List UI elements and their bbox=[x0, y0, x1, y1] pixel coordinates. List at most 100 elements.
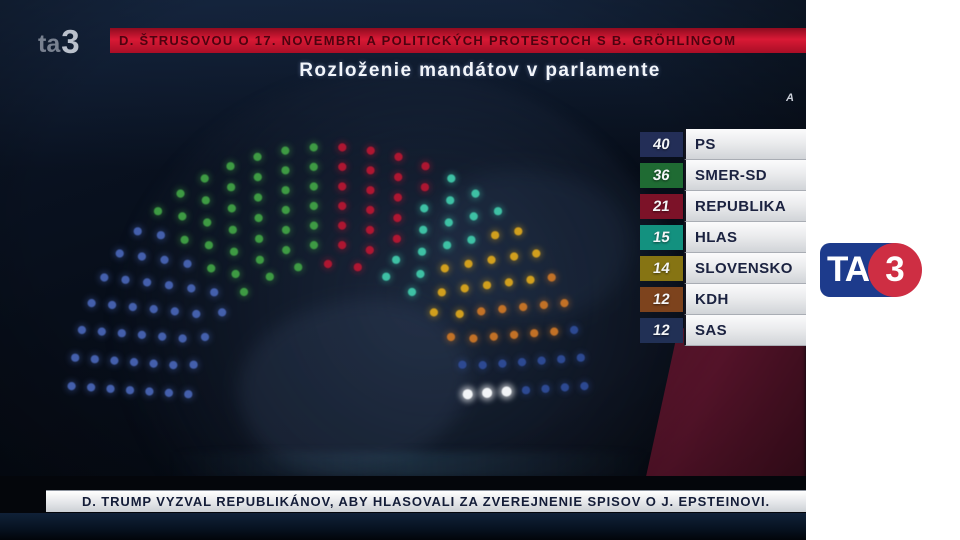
seat-dot bbox=[210, 288, 219, 297]
legend-row: 36 SMER-SD bbox=[640, 160, 806, 191]
seat-dot bbox=[519, 302, 528, 312]
seat-dot bbox=[294, 263, 303, 272]
news-ticker: D. TRUMP VYZVAL REPUBLIKÁNOV, ABY HLASOV… bbox=[46, 490, 806, 512]
seat-dot bbox=[539, 300, 549, 310]
legend-party-name: SAS bbox=[684, 315, 806, 346]
seat-dot bbox=[446, 196, 455, 205]
seat-dot bbox=[407, 287, 417, 297]
seat-dot bbox=[338, 221, 347, 230]
seat-dot bbox=[447, 174, 456, 183]
seat-dot bbox=[338, 143, 347, 152]
watermark-3-text: 3 bbox=[61, 22, 80, 60]
seat-dot bbox=[143, 278, 152, 287]
seat-dot bbox=[281, 146, 290, 155]
legend-row: 14 SLOVENSKO bbox=[640, 253, 806, 284]
seat-dot bbox=[365, 225, 375, 235]
seat-dot bbox=[557, 355, 566, 364]
seat-dot bbox=[309, 143, 318, 152]
seat-dot bbox=[458, 360, 467, 369]
seat-dot bbox=[187, 284, 196, 293]
seat-dot bbox=[482, 281, 492, 290]
seat-dot bbox=[521, 386, 531, 395]
tv-frame: ta 3 D. ŠTRUSOVOU O 17. NOVEMBRI A POLIT… bbox=[0, 0, 806, 540]
seat-dot bbox=[281, 225, 291, 235]
legend-seat-count: 40 bbox=[640, 132, 683, 157]
seat-dot bbox=[231, 269, 240, 279]
seat-dot bbox=[108, 300, 117, 310]
seat-dot bbox=[226, 162, 235, 171]
seat-dot bbox=[106, 384, 115, 393]
seat-dot bbox=[281, 166, 290, 175]
seat-dot bbox=[117, 329, 126, 338]
seat-dot bbox=[204, 241, 213, 250]
seat-dot bbox=[125, 386, 135, 395]
seat-dot bbox=[160, 255, 169, 264]
seat-dot bbox=[169, 361, 178, 370]
seat-dot bbox=[419, 225, 428, 234]
channel-watermark: ta 3 bbox=[38, 21, 80, 57]
seat-dot bbox=[509, 330, 519, 339]
seat-dot bbox=[178, 212, 187, 221]
seat-dot bbox=[464, 259, 473, 268]
seat-dot bbox=[482, 387, 493, 398]
seat-dot bbox=[393, 193, 402, 202]
seat-dot bbox=[469, 334, 478, 343]
legend-row: 15 HLAS bbox=[640, 222, 806, 253]
seat-dot bbox=[110, 356, 119, 365]
legend-party-name: PS bbox=[684, 129, 806, 160]
seat-dot bbox=[530, 329, 539, 338]
seat-dot bbox=[455, 309, 464, 319]
seat-dot bbox=[183, 259, 192, 268]
logo-red-circle: 3 bbox=[868, 243, 922, 297]
seat-dot bbox=[550, 327, 559, 336]
seat-dot bbox=[265, 272, 274, 281]
seat-dot bbox=[253, 173, 262, 182]
seat-dot bbox=[498, 359, 507, 368]
seat-dot bbox=[153, 207, 163, 216]
seat-dot bbox=[149, 359, 158, 368]
seat-dot bbox=[478, 361, 487, 370]
seat-dot bbox=[392, 234, 401, 243]
seat-dot bbox=[417, 247, 427, 256]
seat-dot bbox=[392, 255, 401, 264]
seat-dot bbox=[504, 278, 513, 287]
seat-dot bbox=[489, 332, 498, 341]
seat-dot bbox=[323, 259, 333, 269]
seat-dot bbox=[366, 186, 375, 195]
seat-dot bbox=[365, 246, 374, 255]
legend-row: 12 KDH bbox=[640, 284, 806, 315]
seat-dot bbox=[192, 309, 201, 319]
seat-dot bbox=[71, 353, 80, 362]
seat-dot bbox=[137, 252, 146, 261]
side-panel: TA 3 bbox=[806, 0, 960, 540]
seat-dot bbox=[487, 255, 496, 264]
seat-dot bbox=[309, 241, 318, 250]
logo-ta-text: TA bbox=[827, 250, 870, 289]
seat-dot bbox=[560, 299, 569, 308]
legend-party-name: SMER-SD bbox=[684, 160, 806, 191]
seat-dot bbox=[115, 249, 124, 258]
seat-dot bbox=[137, 330, 146, 339]
breaking-banner: D. ŠTRUSOVOU O 17. NOVEMBRI A POLITICKÝC… bbox=[110, 28, 806, 53]
seat-dot bbox=[366, 205, 375, 215]
seat-dot bbox=[87, 299, 96, 308]
cutoff-text-fragment: A bbox=[786, 92, 794, 104]
seat-dot bbox=[129, 358, 139, 367]
seat-dot bbox=[133, 227, 142, 236]
seat-dot bbox=[394, 173, 403, 182]
seat-dot bbox=[170, 307, 179, 316]
seat-dot bbox=[156, 231, 165, 240]
seat-dot bbox=[309, 182, 318, 191]
seat-dot bbox=[444, 218, 453, 227]
seat-dot bbox=[394, 152, 403, 161]
seat-dot bbox=[128, 302, 137, 312]
legend: 40 PS 36 SMER-SD 21 REPUBLIKA 15 HLAS 14 SLOVENSK… bbox=[640, 129, 806, 346]
seat-dot bbox=[239, 287, 249, 297]
legend-party-name: REPUBLIKA bbox=[684, 191, 806, 222]
seat-dot bbox=[87, 383, 96, 392]
legend-party-name: SLOVENSKO bbox=[684, 253, 806, 284]
banner-text: D. ŠTRUSOVOU O 17. NOVEMBRI A POLITICKÝC… bbox=[119, 33, 737, 48]
seat-dot-layer bbox=[67, 143, 589, 400]
legend-seat-count: 21 bbox=[640, 194, 683, 219]
seat-dot bbox=[498, 305, 507, 314]
